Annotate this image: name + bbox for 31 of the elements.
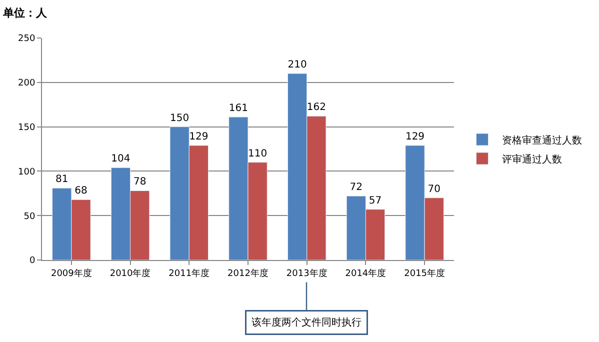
y-tick-label: 100	[18, 167, 36, 178]
legend-label: 资格审查通过人数	[502, 134, 582, 146]
y-tick-label: 0	[29, 256, 36, 266]
y-tick-label: 150	[18, 122, 36, 133]
text: 该年度两个文件同时执行	[252, 316, 362, 328]
y-tick-label: 50	[24, 212, 36, 222]
data-label: 162	[306, 102, 326, 114]
y-tick-label: 250	[18, 34, 36, 44]
data-label: 81	[56, 174, 68, 186]
data-label: 72	[350, 182, 363, 194]
x-tick-label: 2011年度	[168, 268, 210, 279]
y-tick-label: 200	[18, 78, 36, 89]
data-label: 68	[74, 186, 88, 197]
x-tick-label: 2013年度	[286, 268, 328, 279]
data-label: 150	[170, 112, 190, 124]
x-tick-label: 2009年度	[50, 268, 92, 279]
x-tick-label: 2014年度	[345, 268, 386, 279]
x-tick-label: 2010年度	[110, 268, 151, 279]
data-label: 70	[428, 184, 440, 195]
data-label: 104	[111, 154, 130, 165]
data-label: 57	[368, 195, 382, 206]
data-label: 129	[405, 131, 425, 142]
data-label: 78	[133, 176, 146, 188]
chart-title: 单位：人	[2, 6, 48, 20]
x-tick-label: 2015年度	[404, 268, 446, 279]
data-label: 210	[288, 60, 307, 71]
x-tick-label: 2012年度	[228, 268, 268, 279]
data-label: 110	[248, 148, 268, 160]
data-label: 129	[189, 131, 208, 142]
legend-label: 评审通过人数	[502, 153, 562, 166]
data-label: 161	[228, 103, 248, 114]
